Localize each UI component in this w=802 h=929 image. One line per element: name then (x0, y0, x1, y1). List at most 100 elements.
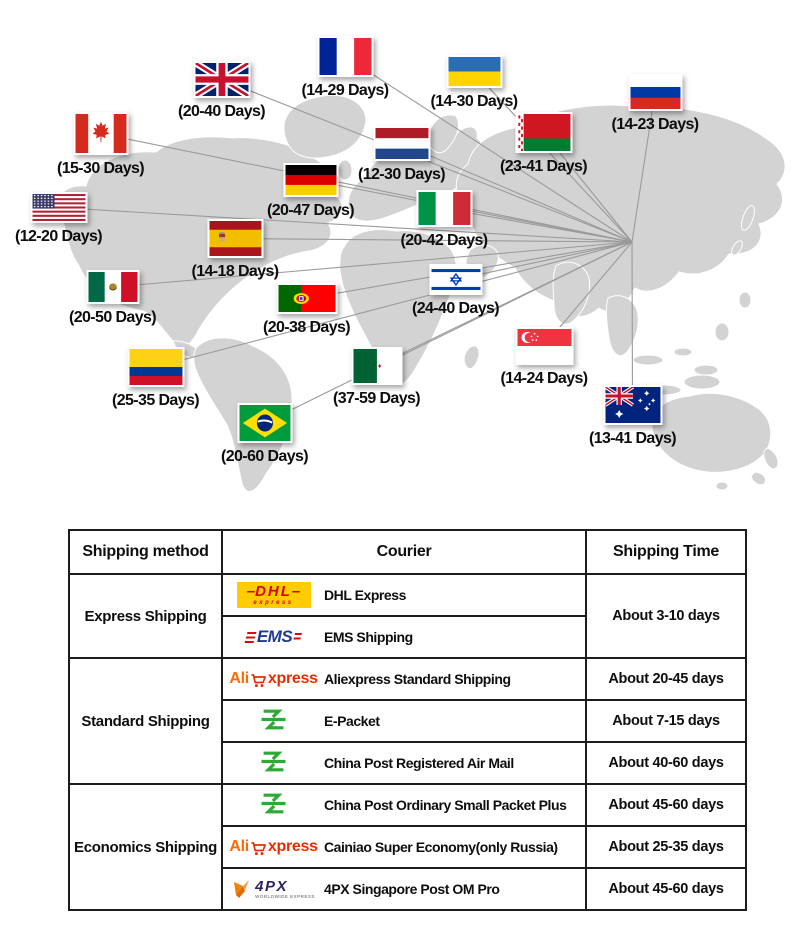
days-label-australia: (13-41 Days) (588, 430, 677, 447)
courier-cell: EMS EMS Shipping (221, 615, 587, 659)
usa-flag-icon (29, 192, 87, 223)
route-line-brazil (264, 241, 633, 424)
days-label-germany: (20-47 Days) (266, 202, 355, 219)
courier-name: Aliexpress Standard Shipping (324, 671, 511, 687)
route-lines (58, 56, 656, 424)
table-header-row: Shipping method Courier Shipping Time (68, 529, 747, 575)
courier-name: Cainiao Super Economy(only Russia) (324, 839, 558, 855)
days-label-ukraine: (14-30 Days) (430, 93, 518, 110)
flag-germany: (20-47 Days) (266, 163, 355, 219)
shipping-time-cell: About 45-60 days (585, 783, 747, 827)
flag-canada: (15-30 Days) (57, 112, 145, 177)
table-row: 4PX WORLDWIDE EXPRESS 4PX Singapore Post O… (69, 867, 747, 911)
shipping-time-cell: About 20-45 days (585, 657, 747, 701)
table-row: EMS EMS Shipping (69, 615, 746, 659)
algeria-flag-icon (350, 347, 402, 385)
shipping-method-cell: Express Shipping (68, 573, 223, 659)
courier-cell: Ali xpress Aliexpress Standard Shipping (221, 657, 587, 701)
flag-belarus: (23-41 Days) (499, 112, 588, 175)
days-label-mexico: (20-50 Days) (68, 309, 157, 326)
days-label-israel: (24-40 Days) (411, 300, 500, 317)
flag-colombia: (25-35 Days) (111, 347, 200, 409)
flag-spain: (14-18 Days) (191, 219, 279, 280)
4px-logo-icon: 4PX WORLDWIDE EXPRESS (232, 879, 315, 900)
shipping-method-cell: Standard Shipping (68, 657, 223, 785)
shipping-time-cell: About 40-60 days (585, 741, 747, 785)
days-label-spain: (14-18 Days) (191, 263, 279, 280)
ems-logo-icon: EMS (244, 627, 303, 647)
shipping-time-cell: About 7-15 days (585, 699, 747, 743)
days-label-russia: (14-23 Days) (611, 116, 699, 133)
days-label-brazil: (20-60 Days) (220, 448, 309, 465)
flag-mexico: (20-50 Days) (68, 270, 157, 326)
uk-flag-icon (192, 61, 250, 98)
flag-brazil: (20-60 Days) (220, 403, 309, 465)
colombia-flag-icon (126, 347, 184, 387)
route-line-netherlands (401, 142, 633, 243)
belarus-flag-icon (514, 112, 572, 153)
flag-algeria: (37-59 Days) (333, 347, 421, 407)
world-map-section: (14-29 Days) (20-40 Days) (14-30 Days) (14… (14, 36, 786, 493)
singapore-flag-icon (514, 327, 573, 365)
courier-cell: 4PX WORLDWIDE EXPRESS 4PX Singapore Post O… (221, 867, 587, 911)
courier-name: China Post Ordinary Small Packet Plus (324, 797, 567, 813)
courier-cell: China Post Ordinary Small Packet Plus (221, 783, 587, 827)
route-line-israel (455, 241, 633, 281)
shipping-table: Shipping method Courier Shipping Time Ex… (68, 529, 747, 911)
days-label-colombia: (25-35 Days) (111, 392, 200, 409)
days-label-usa: (12-20 Days) (14, 228, 103, 245)
courier-name: EMS Shipping (324, 629, 413, 645)
shipping-time-cell: About 3-10 days (585, 573, 747, 659)
days-label-france: (14-29 Days) (301, 82, 389, 99)
flag-singapore: (14-24 Days) (500, 327, 588, 387)
flag-layer: (14-29 Days) (20-40 Days) (14-30 Days) (14… (14, 36, 699, 465)
table-row: E-Packet About 7-15 days (69, 699, 747, 743)
dhl-logo-icon: DHLexpress (236, 582, 311, 608)
courier-cell: E-Packet (221, 699, 587, 743)
route-line-canada (100, 132, 633, 243)
shipping-method-cell: Economics Shipping (68, 783, 223, 911)
courier-cell: China Post Registered Air Mail (221, 741, 587, 785)
spain-flag-icon (206, 219, 263, 258)
flag-australia: (13-41 Days) (588, 385, 677, 447)
table-row: China Post Registered Air Mail About 40-6… (69, 741, 747, 785)
days-label-italy: (20-42 Days) (400, 232, 488, 249)
courier-name: 4PX Singapore Post OM Pro (324, 881, 500, 897)
israel-flag-icon (428, 264, 482, 295)
route-line-france (344, 56, 633, 243)
china-post-logo-icon (260, 706, 287, 737)
route-line-spain (234, 237, 633, 243)
col-header-shipping-time: Shipping Time (585, 529, 747, 575)
flag-israel: (24-40 Days) (411, 264, 500, 317)
china-post-logo-icon (260, 790, 287, 821)
shipping-time-cell: About 45-60 days (585, 867, 747, 911)
flag-ukraine: (14-30 Days) (430, 55, 518, 110)
flag-usa: (12-20 Days) (14, 192, 103, 245)
germany-flag-icon (282, 163, 338, 197)
aliexpress-logo-icon: Ali xpress (229, 670, 318, 687)
shipping-table-body: Express Shipping DHLexpress DHL Express Abo… (68, 573, 747, 911)
col-header-courier: Courier (221, 529, 587, 575)
courier-name: China Post Registered Air Mail (324, 755, 514, 771)
aliexpress-logo-icon: Ali xpress (229, 838, 318, 855)
table-row: Economics Shipping China Post Ordinary Sm… (68, 783, 747, 911)
australia-flag-icon (602, 385, 662, 425)
france-flag-icon (316, 36, 373, 77)
days-label-belarus: (23-41 Days) (499, 158, 588, 175)
days-label-netherlands: (12-30 Days) (357, 166, 446, 183)
days-label-uk: (20-40 Days) (177, 103, 266, 120)
route-line-russia (631, 92, 656, 243)
courier-name: E-Packet (324, 713, 380, 729)
route-line-colombia (155, 241, 633, 368)
flag-uk: (20-40 Days) (177, 61, 266, 120)
days-label-portugal: (20-38 Days) (262, 319, 351, 336)
canada-flag-icon (72, 112, 128, 155)
netherlands-flag-icon (372, 126, 430, 161)
flag-france: (14-29 Days) (301, 36, 389, 99)
flag-netherlands: (12-30 Days) (357, 126, 446, 183)
flag-portugal: (20-38 Days) (262, 283, 351, 336)
courier-name: DHL Express (324, 587, 406, 603)
courier-cell: DHLexpress DHL Express (221, 573, 587, 617)
portugal-flag-icon (275, 283, 337, 314)
route-line-ukraine (473, 71, 633, 243)
